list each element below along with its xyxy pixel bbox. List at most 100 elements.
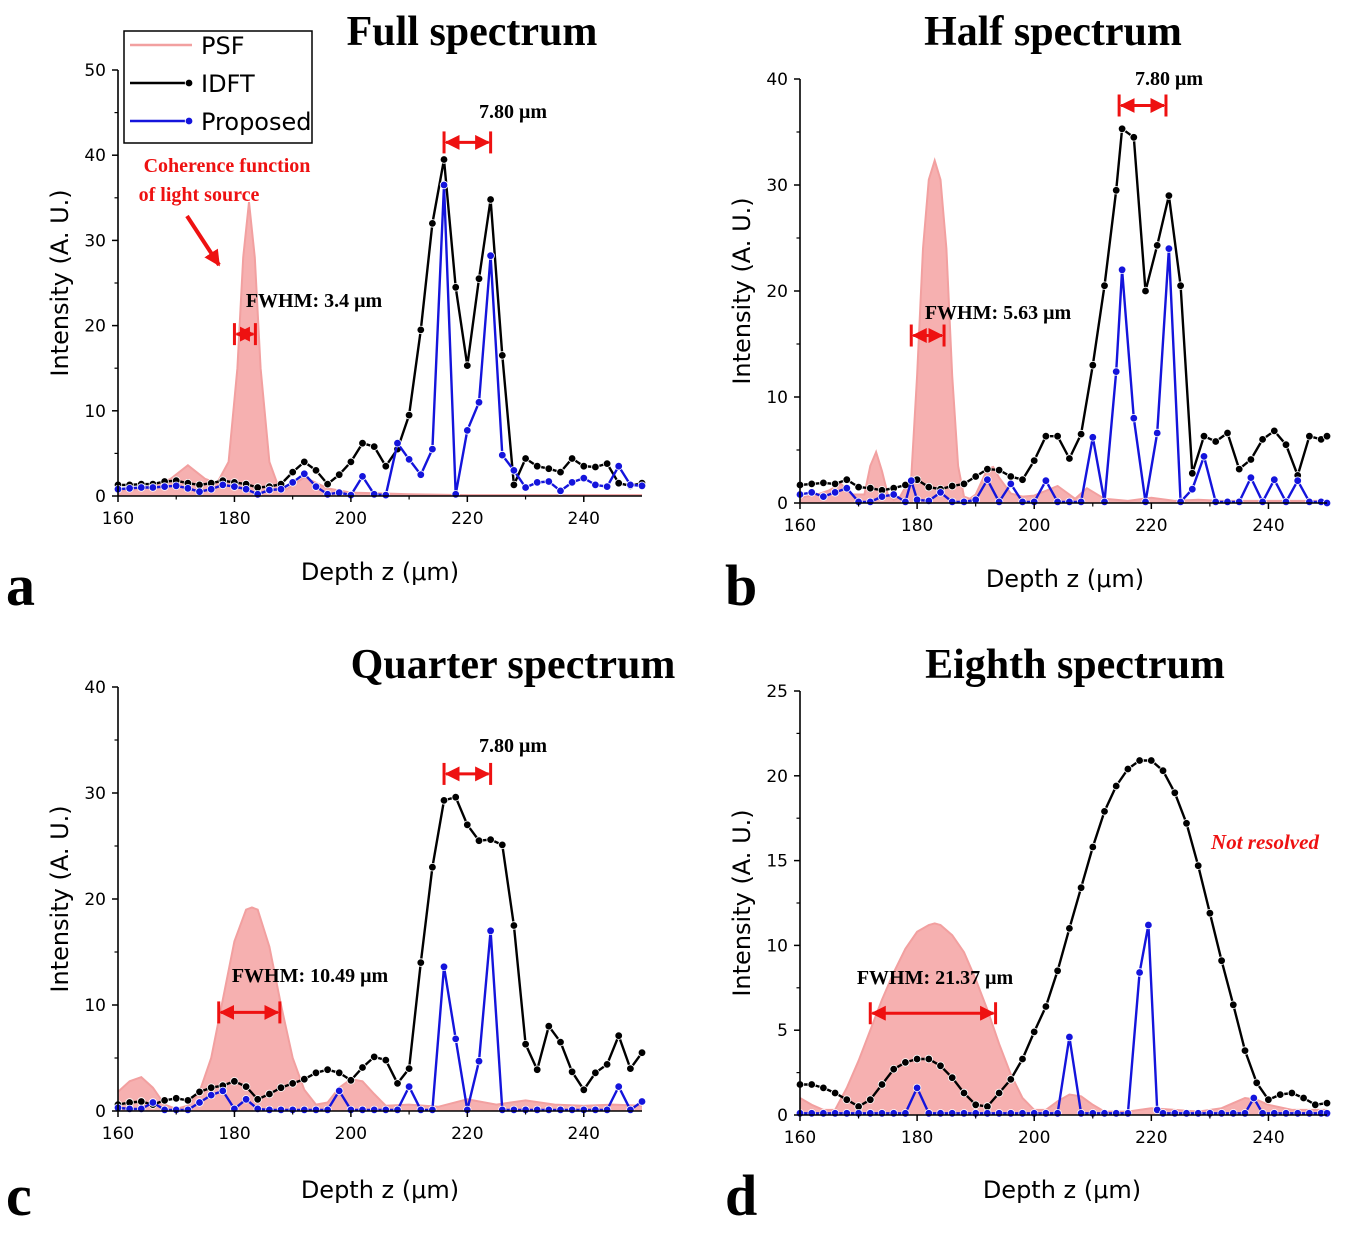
idft-point [567,1067,577,1076]
proposed-point [474,1056,484,1066]
idft-point [1018,1054,1027,1064]
y-axis-title: Intensity (A. U.) [46,805,74,992]
proposed-point [1258,1109,1267,1118]
y-tick-label: 10 [84,996,106,1016]
x-axis-title: Depth z (μm) [986,565,1144,593]
idft-point [1217,956,1226,965]
proposed-point [509,1105,519,1115]
legend-label-proposed: Proposed [201,108,312,136]
idft-point [1234,464,1244,474]
idft-point [463,820,472,829]
idft-point [370,1052,379,1062]
proposed-point [1144,920,1153,930]
idft-point [311,1068,321,1077]
proposed-point [486,926,495,935]
y-tick-label: 0 [95,1102,106,1122]
proposed-point [626,480,635,490]
proposed-point [195,1098,204,1107]
idft-point [1264,1095,1273,1104]
span-label: FWHM: 10.49 μm [232,965,389,987]
proposed-point [877,492,887,501]
idft-point [1152,241,1162,250]
proposed-point [1158,1109,1168,1118]
proposed-point [912,1083,922,1093]
proposed-point [924,1109,933,1118]
idft-point [160,1096,169,1105]
proposed-point [1211,497,1220,507]
idft-point [959,479,969,489]
idft-point [877,1080,887,1089]
idft-point [137,1097,146,1106]
idft-point [983,464,992,474]
idft-point [819,1083,828,1093]
proposed-point [556,1105,565,1115]
idft-point [544,1021,553,1031]
idft-point [311,466,321,475]
idft-point [1205,909,1215,918]
legend-label-psf: PSF [201,32,245,60]
proposed-point [948,1109,957,1118]
idft-point [428,219,437,228]
idft-point [1135,756,1144,765]
proposed-point [1100,1109,1109,1118]
idft-point [889,1064,898,1074]
idft-point [346,457,356,467]
proposed-point [1193,1109,1203,1118]
y-axis-title: Intensity (A. U.) [46,189,74,376]
chart-panel-b: 160 180 200 220 240 0 10 20 30 40 Half spectrum Dep… [725,9,1332,618]
proposed-point [276,485,286,494]
panel-label: d [725,1163,757,1228]
proposed-point [877,1109,887,1118]
y-tick-label: 20 [766,282,788,302]
idft-point [567,454,577,463]
idft-point [1111,781,1121,791]
proposed-point [171,481,181,490]
proposed-point [428,1105,437,1115]
proposed-point [830,1109,840,1118]
y-tick-label: 20 [766,767,788,787]
idft-point [579,1085,588,1094]
idft-point [1281,440,1291,449]
proposed-point [393,1105,402,1115]
idft-point [1006,1075,1015,1084]
idft-point [924,1054,933,1064]
idft-point [206,1083,216,1092]
proposed-point [486,251,495,260]
proposed-point [626,1105,635,1115]
proposed-point [439,962,449,971]
idft-point [602,1060,612,1069]
proposed-point [148,483,158,492]
y-tick-label: 40 [766,70,788,90]
x-tick-label: 220 [1135,1128,1167,1148]
idft-point [1176,281,1185,290]
proposed-point [1041,1109,1051,1118]
idft-point [288,467,297,477]
idft-point [1041,432,1051,441]
idft-point [1117,124,1127,133]
proposed-point [218,1086,227,1096]
idft-point [1199,432,1209,441]
idft-point [1147,756,1156,765]
idft-point [959,1088,969,1098]
proposed-point [866,1109,875,1118]
idft-point [533,1065,542,1074]
idft-point [439,155,449,164]
idft-point [1018,475,1027,484]
legend-marker-proposed [184,116,194,126]
proposed-point [370,1105,379,1115]
x-tick-label: 200 [335,1124,367,1144]
proposed-point [1249,1093,1258,1103]
proposed-point [206,485,216,494]
proposed-point [544,1105,553,1115]
y-tick-label: 20 [84,890,106,910]
proposed-point [474,398,484,407]
idft-point [183,1096,193,1105]
proposed-point [1117,265,1127,274]
proposed-point [381,490,390,500]
proposed-point [300,469,309,478]
x-axis-title: Depth z (μm) [301,1176,459,1204]
idft-point [1065,454,1074,463]
y-tick-label: 10 [84,402,106,422]
proposed-point [591,1105,600,1115]
